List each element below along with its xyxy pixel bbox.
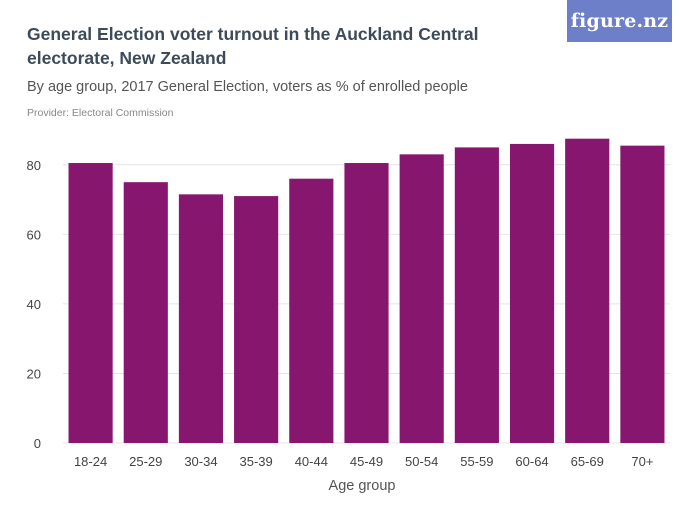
x-tick-label: 70+ — [631, 454, 653, 469]
bar-65-69[interactable] — [565, 138, 610, 443]
x-tick-label: 35-39 — [240, 454, 273, 469]
bars — [68, 138, 665, 444]
bar-40-44[interactable] — [289, 178, 334, 443]
x-tick-label: 18-24 — [74, 454, 107, 469]
chart-subtitle: By age group, 2017 General Election, vot… — [27, 79, 468, 95]
y-tick-label: 40 — [27, 297, 41, 312]
x-axis-ticks: 18-24 25-29 30-34 35-39 40-44 45-49 50-54 55-59… — [74, 454, 653, 469]
x-tick-label: 30-34 — [184, 454, 217, 469]
x-tick-label: 40-44 — [295, 454, 328, 469]
x-tick-label: 55-59 — [460, 454, 493, 469]
x-tick-label: 65-69 — [571, 454, 604, 469]
figure-nz-logo[interactable]: figure.nz — [567, 0, 672, 42]
y-tick-label: 60 — [27, 227, 41, 242]
bar-45-49[interactable] — [344, 163, 389, 444]
bar-18-24[interactable] — [68, 163, 113, 444]
bar-30-34[interactable] — [178, 194, 224, 443]
bar-25-29[interactable] — [123, 182, 168, 443]
x-tick-label: 25-29 — [129, 454, 162, 469]
x-tick-label: 50-54 — [405, 454, 438, 469]
y-axis-ticks: 0 20 40 60 80 — [27, 158, 41, 451]
bar-55-59[interactable] — [454, 147, 499, 443]
y-tick-label: 0 — [34, 436, 41, 451]
x-axis-title: Age group — [329, 478, 396, 494]
bar-70+[interactable] — [620, 145, 665, 443]
x-tick-label: 45-49 — [350, 454, 383, 469]
provider-note: Provider: Electoral Commission — [27, 107, 174, 119]
bar-50-54[interactable] — [399, 154, 444, 443]
y-tick-label: 20 — [27, 366, 41, 381]
y-tick-label: 80 — [27, 158, 41, 173]
x-tick-label: 60-64 — [515, 454, 548, 469]
bar-35-39[interactable] — [234, 196, 279, 443]
bar-60-64[interactable] — [509, 143, 555, 443]
chart-title: General Election voter turnout in the Au… — [27, 24, 479, 68]
